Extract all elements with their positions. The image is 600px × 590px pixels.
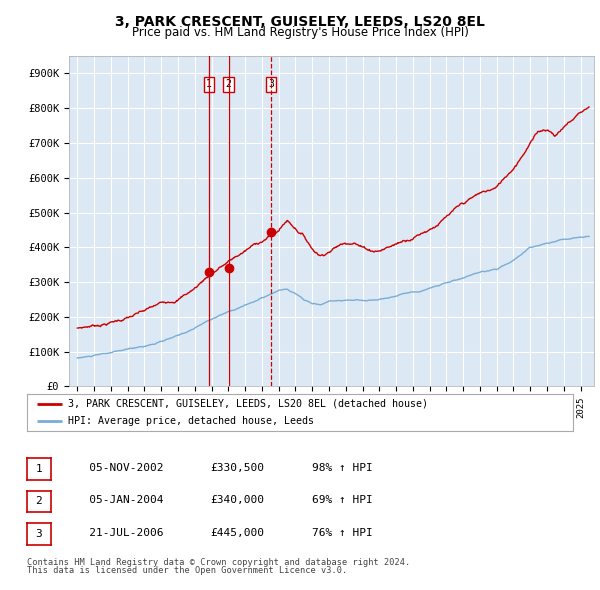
Text: 21-JUL-2006: 21-JUL-2006 <box>69 528 163 537</box>
Text: 3: 3 <box>268 79 274 89</box>
Text: £340,000: £340,000 <box>210 496 264 505</box>
Text: 1: 1 <box>206 79 212 89</box>
Text: This data is licensed under the Open Government Licence v3.0.: This data is licensed under the Open Gov… <box>27 566 347 575</box>
Text: 05-JAN-2004: 05-JAN-2004 <box>69 496 163 505</box>
Text: 3, PARK CRESCENT, GUISELEY, LEEDS, LS20 8EL: 3, PARK CRESCENT, GUISELEY, LEEDS, LS20 … <box>115 15 485 30</box>
Text: 1: 1 <box>35 464 43 474</box>
Text: 2: 2 <box>226 79 232 89</box>
Text: Price paid vs. HM Land Registry's House Price Index (HPI): Price paid vs. HM Land Registry's House … <box>131 26 469 39</box>
Text: HPI: Average price, detached house, Leeds: HPI: Average price, detached house, Leed… <box>68 416 314 426</box>
Text: 3, PARK CRESCENT, GUISELEY, LEEDS, LS20 8EL (detached house): 3, PARK CRESCENT, GUISELEY, LEEDS, LS20 … <box>68 399 428 409</box>
Text: £445,000: £445,000 <box>210 528 264 537</box>
Text: 2: 2 <box>35 497 43 506</box>
Text: 98% ↑ HPI: 98% ↑ HPI <box>312 463 373 473</box>
Text: 69% ↑ HPI: 69% ↑ HPI <box>312 496 373 505</box>
Text: 05-NOV-2002: 05-NOV-2002 <box>69 463 163 473</box>
Text: 76% ↑ HPI: 76% ↑ HPI <box>312 528 373 537</box>
Text: £330,500: £330,500 <box>210 463 264 473</box>
Text: 3: 3 <box>35 529 43 539</box>
Text: Contains HM Land Registry data © Crown copyright and database right 2024.: Contains HM Land Registry data © Crown c… <box>27 558 410 566</box>
